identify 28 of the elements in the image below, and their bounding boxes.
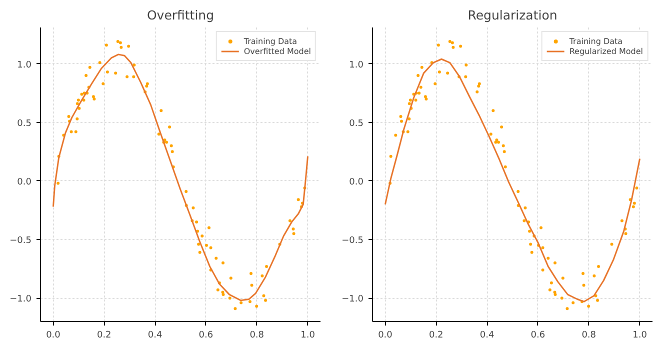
x-tick-label: 0.8: [250, 330, 264, 340]
x-tick-label: 0.0: [46, 330, 61, 340]
x-tick-label: 1.0: [300, 330, 316, 340]
chart-title: Overfitting: [146, 8, 214, 22]
y-tick-label: 0.0: [17, 177, 32, 188]
x-tick-label: 1.0: [632, 330, 648, 340]
x-tick-label: 0.0: [378, 330, 393, 340]
x-tick-label: 0.2: [96, 330, 112, 340]
y-tick-label: 0.0: [349, 177, 364, 188]
legend-label: Training Data: [244, 36, 298, 46]
y-tick-label: 1.0: [349, 60, 364, 70]
legend-label: Training Data: [569, 36, 623, 46]
x-tick-label: 0.4: [480, 330, 494, 340]
x-tick-label: 0.8: [582, 330, 596, 340]
legend-label: Regularized Model: [569, 46, 643, 56]
legend-label: Overfitted Model: [244, 46, 311, 56]
y-tick-label: −0.5: [10, 236, 32, 246]
x-tick-label: 0.4: [148, 330, 162, 340]
chart-title: Regularization: [468, 8, 558, 22]
y-tick-label: 0.5: [349, 118, 364, 129]
y-tick-label: −1.0: [342, 294, 364, 305]
x-tick-label: 0.6: [530, 330, 546, 340]
x-tick-label: 0.2: [428, 330, 444, 340]
y-tick-label: −1.0: [10, 294, 32, 305]
y-tick-label: 0.5: [17, 118, 32, 129]
x-tick-label: 0.6: [198, 330, 214, 340]
y-tick-label: −0.5: [342, 236, 364, 246]
y-tick-label: 1.0: [17, 60, 32, 70]
